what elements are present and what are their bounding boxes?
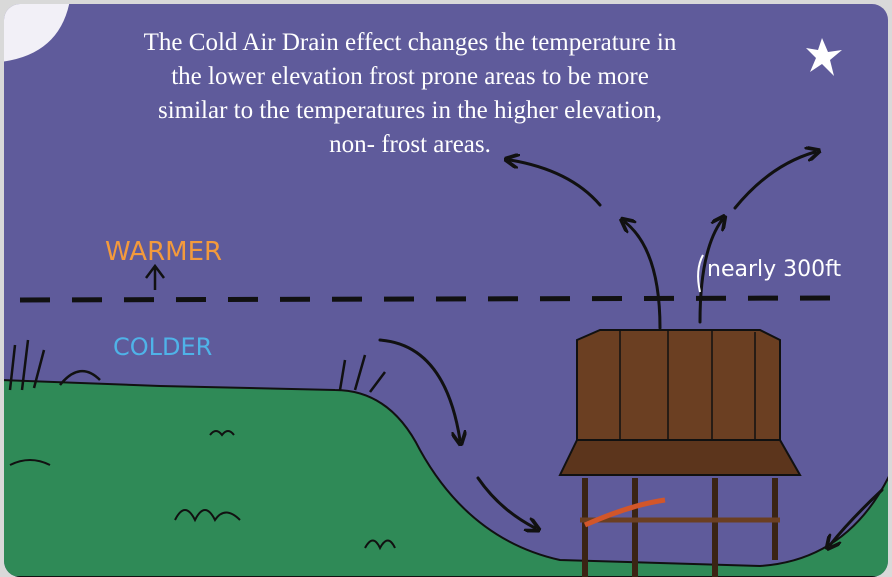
scene: The Cold Air Drain effect changes the te… [0,0,892,577]
colder-label: COLDER [113,333,212,361]
caption-line: the lower elevation frost prone areas to… [171,63,649,90]
illustration: The Cold Air Drain effect changes the te… [0,0,892,577]
height-label: nearly 300ft [707,257,841,282]
caption-line: similar to the temperatures in the highe… [158,97,662,124]
warmer-label: WARMER [105,237,222,267]
caption-line: non- frost areas. [329,131,491,158]
caption-line: The Cold Air Drain effect changes the te… [144,29,677,56]
